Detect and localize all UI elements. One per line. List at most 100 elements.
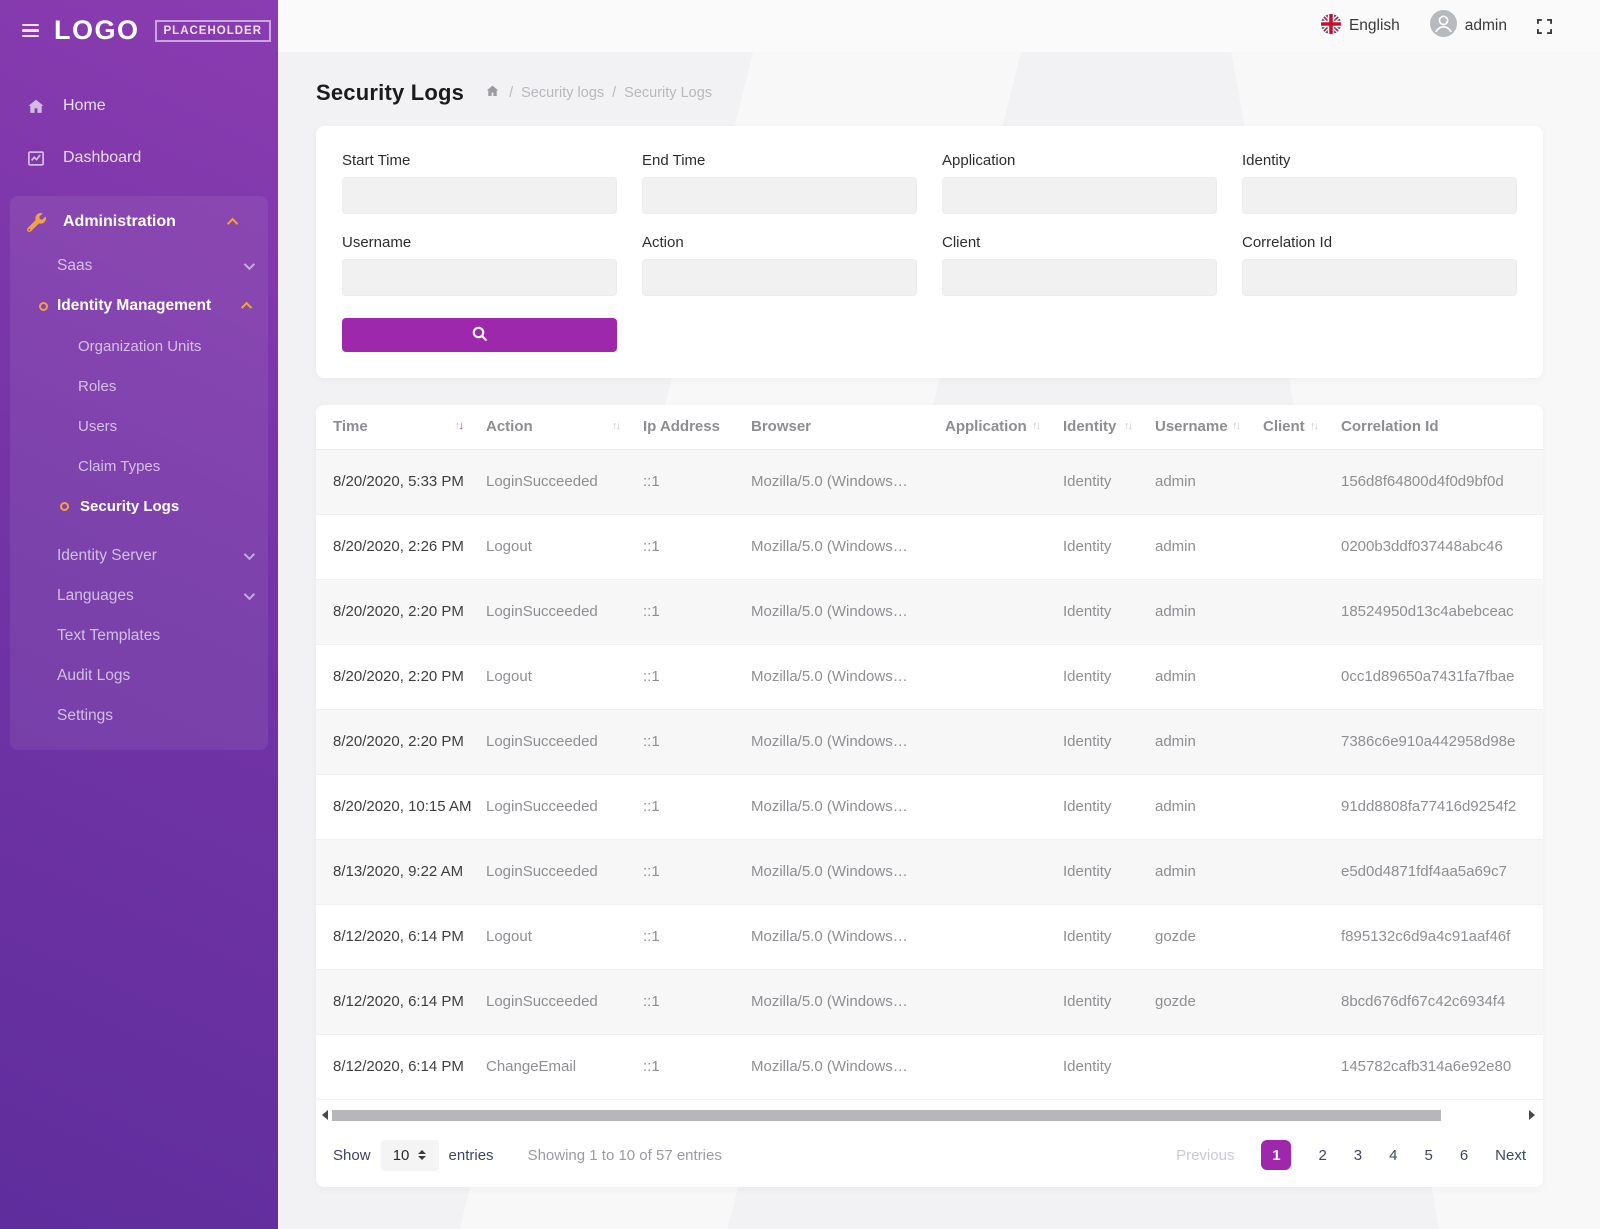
- user-menu[interactable]: admin: [1429, 10, 1507, 42]
- correlation-id-input[interactable]: [1242, 259, 1517, 296]
- cell-username: gozde: [1155, 928, 1196, 945]
- cell-browser: Mozilla/5.0 (Windows…: [751, 798, 908, 815]
- sidebar-item-audit-logs[interactable]: Audit Logs: [57, 667, 131, 684]
- cell-correlation_id: f895132c6d9a4c91aaf46f: [1341, 928, 1511, 945]
- scrollbar-thumb[interactable]: [332, 1109, 1442, 1121]
- pagination-previous[interactable]: Previous: [1176, 1146, 1235, 1164]
- logo: LOGO: [54, 15, 140, 45]
- cell-identity: Identity: [1063, 993, 1112, 1010]
- pagination-page-2[interactable]: 2: [1318, 1146, 1327, 1164]
- sidebar-item-claim-types[interactable]: Claim Types: [78, 457, 161, 475]
- scrollbar-track[interactable]: [332, 1109, 1525, 1122]
- sidebar-item-home[interactable]: Home: [0, 80, 278, 132]
- chevron-down-icon: [243, 588, 256, 601]
- cell-client: [1263, 514, 1341, 579]
- scroll-right-arrow-icon[interactable]: [1529, 1110, 1535, 1120]
- field-label: End Time: [642, 152, 706, 169]
- column-header-identity[interactable]: Identity ↑ ↓: [1063, 405, 1155, 450]
- cell-correlation_id: 156d8f64800d4f0d9bf0d: [1341, 473, 1504, 490]
- sidebar-item-text-templates[interactable]: Text Templates: [57, 627, 161, 644]
- search-button[interactable]: [342, 318, 617, 352]
- application-input[interactable]: [942, 177, 1217, 214]
- column-header-username[interactable]: Username ↑ ↓: [1155, 405, 1263, 450]
- breadcrumb-security-logs[interactable]: Security logs: [521, 85, 605, 101]
- sidebar-item-identity-server[interactable]: Identity Server: [10, 536, 268, 576]
- sidebar-item-saas[interactable]: Saas: [10, 246, 268, 286]
- fullscreen-icon[interactable]: [1537, 18, 1552, 34]
- sort-icon[interactable]: ↑ ↓: [612, 420, 621, 433]
- entries-info: Showing 1 to 10 of 57 entries: [527, 1146, 722, 1164]
- sort-icon[interactable]: ↑ ↓: [1232, 420, 1241, 433]
- pagination-page-5[interactable]: 5: [1424, 1146, 1433, 1164]
- logo-badge: PLACEHOLDER: [154, 19, 272, 42]
- table-row: 8/13/2020, 9:22 AM LoginSucceeded::1 Mozil…: [316, 839, 1543, 904]
- field-label: Action: [642, 234, 684, 251]
- language-selector[interactable]: English: [1320, 13, 1400, 39]
- pagination-next[interactable]: Next: [1495, 1146, 1526, 1164]
- sidebar-item-roles[interactable]: Roles: [78, 377, 117, 395]
- cell-client: [1263, 644, 1341, 709]
- bullet-icon: [60, 501, 69, 511]
- cell-browser: Mozilla/5.0 (Windows…: [751, 538, 908, 555]
- sort-icon[interactable]: ↑ ↓: [1124, 420, 1133, 433]
- cell-action: Logout: [486, 928, 532, 945]
- column-header-application[interactable]: Application ↑ ↓: [945, 405, 1063, 450]
- sidebar-item-settings[interactable]: Settings: [57, 707, 114, 724]
- sidebar-item-dashboard[interactable]: Dashboard: [0, 132, 278, 184]
- cell-ip: ::1: [643, 798, 660, 815]
- pagination-page-6[interactable]: 6: [1459, 1146, 1469, 1164]
- cell-time: 8/20/2020, 5:33 PM: [333, 473, 464, 490]
- sort-icon[interactable]: ↑ ↓: [1032, 420, 1041, 433]
- cell-action: LoginSucceeded: [486, 993, 598, 1010]
- cell-time: 8/12/2020, 6:14 PM: [333, 928, 464, 945]
- search-icon: [471, 325, 489, 346]
- cell-client: [1263, 449, 1341, 514]
- cell-correlation_id: 0200b3ddf037448abc46: [1341, 538, 1503, 555]
- show-label: Show: [333, 1146, 371, 1164]
- cell-ip: ::1: [643, 993, 660, 1010]
- sidebar-item-security-logs[interactable]: Security Logs: [10, 486, 268, 526]
- username-input[interactable]: [342, 259, 617, 296]
- sidebar-item-administration[interactable]: Administration: [10, 198, 268, 246]
- column-header-time[interactable]: Time ↑ ↓: [316, 405, 486, 450]
- brand: LOGO PLACEHOLDER: [0, 0, 278, 56]
- dashboard-icon: [26, 149, 48, 168]
- identity-input[interactable]: [1242, 177, 1517, 214]
- field-label: Identity: [1242, 152, 1291, 169]
- sort-icon[interactable]: ↑ ↓: [1310, 420, 1319, 433]
- sidebar-item-languages[interactable]: Languages: [10, 576, 268, 616]
- pagination-page-1[interactable]: 1: [1261, 1140, 1292, 1170]
- cell-client: [1263, 839, 1341, 904]
- client-input[interactable]: [942, 259, 1217, 296]
- sort-icon[interactable]: ↑ ↓: [455, 420, 464, 433]
- pagination: Previous 1 2 3 4 5 6 Next: [1176, 1140, 1526, 1170]
- cell-identity: Identity: [1063, 473, 1112, 490]
- horizontal-scrollbar: [322, 1108, 1535, 1123]
- column-header-client[interactable]: Client ↑ ↓: [1263, 405, 1341, 450]
- cell-browser: Mozilla/5.0 (Windows…: [751, 928, 908, 945]
- end-time-input[interactable]: [642, 177, 917, 214]
- action-input[interactable]: [642, 259, 917, 296]
- cell-application: [945, 774, 1063, 839]
- cell-time: 8/20/2020, 2:20 PM: [333, 733, 464, 750]
- menu-toggle-icon[interactable]: [20, 20, 41, 42]
- sidebar-item-organization-units[interactable]: Organization Units: [78, 337, 202, 355]
- table-row: 8/12/2020, 6:14 PM Logout::1 Mozilla/5.0 (…: [316, 904, 1543, 969]
- main-area: English admin Security Logs / Security l…: [278, 0, 1600, 1229]
- sidebar-item-identity-management[interactable]: Identity Management: [10, 286, 268, 326]
- table-row: 8/20/2020, 2:20 PM LoginSucceeded::1 Mozil…: [316, 709, 1543, 774]
- chevron-down-icon: [243, 258, 256, 271]
- start-time-input[interactable]: [342, 177, 617, 214]
- column-header-action[interactable]: Action ↑ ↓: [486, 405, 643, 450]
- cell-correlation_id: 0cc1d89650a7431fa7fbae: [1341, 668, 1515, 685]
- pagination-page-4[interactable]: 4: [1389, 1146, 1398, 1164]
- cell-identity: Identity: [1063, 928, 1112, 945]
- sidebar-item-users[interactable]: Users: [78, 417, 118, 435]
- language-label: English: [1348, 17, 1400, 34]
- page-size-select[interactable]: 10: [380, 1139, 439, 1171]
- pagination-page-3[interactable]: 3: [1353, 1146, 1363, 1164]
- cell-identity: Identity: [1063, 1058, 1112, 1075]
- home-icon[interactable]: [484, 83, 501, 103]
- cell-client: [1263, 1034, 1341, 1099]
- scroll-left-arrow-icon[interactable]: [322, 1110, 328, 1120]
